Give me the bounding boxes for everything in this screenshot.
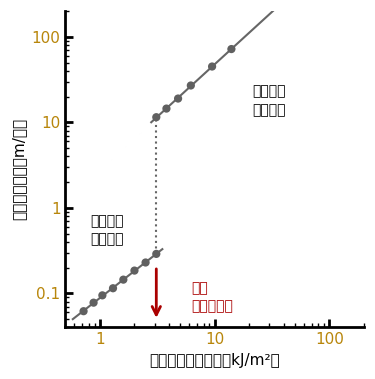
Point [99,292,105,298]
Point [209,64,215,70]
Text: 高速き裂
進展領域: 高速き裂 進展領域 [253,85,286,117]
Point [81,308,87,314]
Point [120,277,126,283]
Point [164,105,170,111]
Point [142,260,148,266]
Point [228,46,234,52]
Text: 低速き裂
進展領域: 低速き裂 進展領域 [90,214,124,246]
Point [153,114,159,120]
Point [110,285,116,291]
Text: 転移
エネルギー: 転移 エネルギー [191,281,233,313]
Point [132,268,138,274]
X-axis label: 引裂きエネルギー（kJ/m²）: 引裂きエネルギー（kJ/m²） [149,353,280,368]
Point [91,300,97,306]
Point [175,96,181,102]
Point [153,251,159,257]
Y-axis label: き裂進展速度（m/秒）: き裂進展速度（m/秒） [11,118,26,220]
Point [188,83,194,89]
